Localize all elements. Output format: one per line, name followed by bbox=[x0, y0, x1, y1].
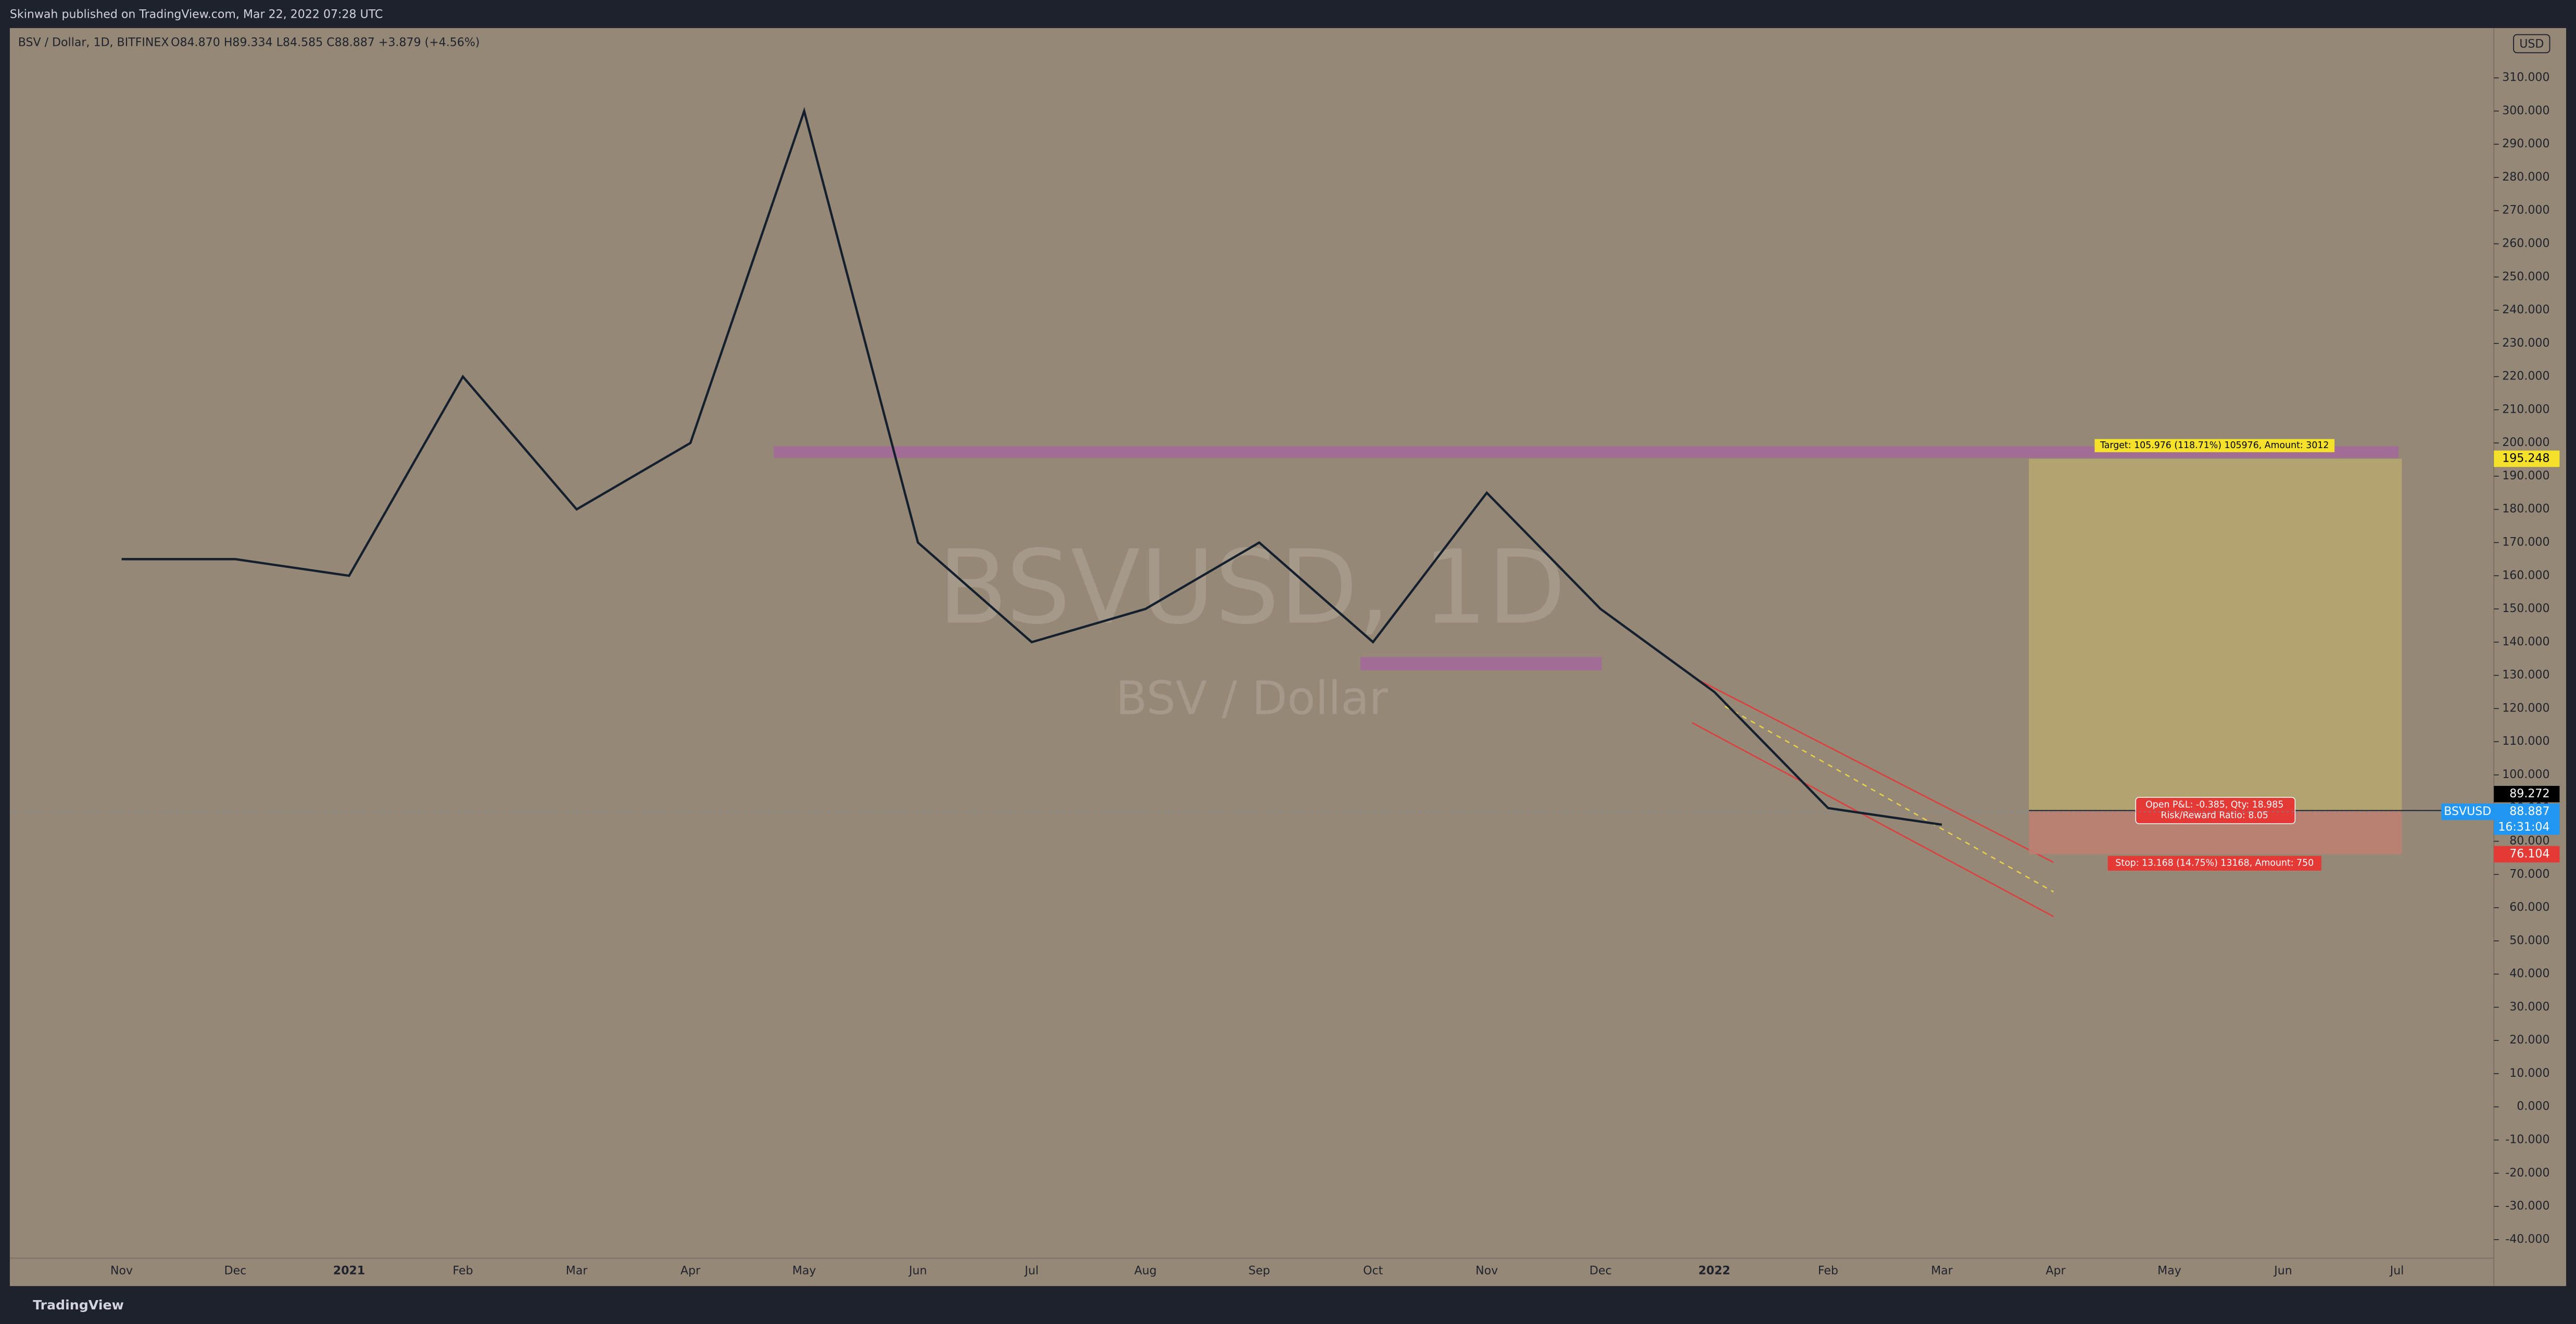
y-tick-label: 160.000 bbox=[2502, 569, 2549, 582]
x-tick-label: Jul bbox=[1024, 1265, 1039, 1278]
y-tick-label: 300.000 bbox=[2502, 104, 2549, 117]
target-zone bbox=[2029, 459, 2402, 811]
y-tick-label: 80.000 bbox=[2509, 835, 2549, 848]
currency[interactable]: USD bbox=[2519, 37, 2544, 50]
y-tick-label: 20.000 bbox=[2509, 1034, 2549, 1047]
trend-line bbox=[1724, 706, 2054, 893]
y-tick-label: 200.000 bbox=[2502, 436, 2549, 449]
symbol-box bbox=[2441, 804, 2494, 820]
y-tick-label: 110.000 bbox=[2502, 735, 2549, 748]
y-tick-label: 40.000 bbox=[2509, 967, 2549, 981]
x-tick-label: Nov bbox=[110, 1265, 133, 1278]
y-tick-label: 30.000 bbox=[2509, 1000, 2549, 1013]
publisher: Skinwah published on TradingView.com, Ma… bbox=[10, 8, 383, 21]
x-tick-label: May bbox=[792, 1265, 816, 1278]
y-tick-label: 100.000 bbox=[2502, 768, 2549, 781]
x-tick-label: May bbox=[2157, 1265, 2181, 1278]
y-tick-label: 280.000 bbox=[2502, 171, 2549, 184]
y-tick-label: -40.000 bbox=[2505, 1233, 2549, 1246]
countdown: 16:31:04 bbox=[2498, 821, 2549, 834]
y-tick-label: 220.000 bbox=[2502, 370, 2549, 383]
y-tick-label: 290.000 bbox=[2502, 137, 2549, 150]
x-tick-label: 2022 bbox=[1698, 1265, 1730, 1278]
price-box bbox=[2494, 786, 2560, 803]
y-tick-label: 0.000 bbox=[2517, 1100, 2549, 1113]
zone bbox=[1360, 657, 1602, 671]
y-tick-label: 270.000 bbox=[2502, 204, 2549, 217]
y-tick-label: 70.000 bbox=[2509, 868, 2549, 881]
x-tick-label: Jul bbox=[2389, 1265, 2404, 1278]
y-tick-label: 260.000 bbox=[2502, 237, 2549, 250]
x-tick-label: 2021 bbox=[333, 1265, 365, 1278]
label-box bbox=[2135, 797, 2296, 824]
pnl-label: Open P&L: -0.385, Qty: 18.985 bbox=[2145, 799, 2283, 810]
target-label: Target: 105.976 (118.71%) 105976, Amount… bbox=[2100, 440, 2329, 451]
y-tick-label: 310.000 bbox=[2502, 71, 2549, 84]
brand[interactable]: TradingView bbox=[33, 1297, 124, 1313]
x-tick-label: Jun bbox=[2273, 1265, 2292, 1278]
x-tick-label: Feb bbox=[453, 1265, 473, 1278]
y-tick-label: 120.000 bbox=[2502, 702, 2549, 715]
price-box bbox=[2494, 820, 2560, 835]
y-tick-label: -30.000 bbox=[2505, 1200, 2549, 1213]
zone bbox=[774, 446, 2399, 458]
x-tick-label: Dec bbox=[224, 1265, 247, 1278]
price-box-label: 89.272 bbox=[2509, 787, 2549, 800]
y-tick-label: 140.000 bbox=[2502, 635, 2549, 648]
price-line bbox=[121, 107, 1942, 826]
label-box bbox=[2094, 439, 2335, 452]
label-box bbox=[2107, 856, 2321, 871]
y-tick-label: 130.000 bbox=[2502, 669, 2549, 682]
x-tick-label: Apr bbox=[2045, 1265, 2066, 1278]
x-tick-label: Feb bbox=[1818, 1265, 1838, 1278]
stop-label: Stop: 13.168 (14.75%) 13168, Amount: 750 bbox=[2115, 858, 2314, 869]
price-box bbox=[2494, 804, 2560, 820]
x-tick-label: Apr bbox=[680, 1265, 701, 1278]
y-tick-label: 150.000 bbox=[2502, 602, 2549, 615]
x-tick-label: Nov bbox=[1475, 1265, 1498, 1278]
x-tick-label: Oct bbox=[1363, 1265, 1383, 1278]
x-tick-label: Jun bbox=[908, 1265, 927, 1278]
price-box-label: 195.248 bbox=[2502, 452, 2549, 465]
y-tick-label: -20.000 bbox=[2505, 1166, 2549, 1179]
rr-label: Risk/Reward Ratio: 8.05 bbox=[2161, 810, 2268, 821]
x-tick-label: Aug bbox=[1134, 1265, 1157, 1278]
ohlc: O84.870 H89.334 L84.585 C88.887 +3.879 (… bbox=[171, 36, 479, 49]
price-box bbox=[2494, 450, 2560, 467]
price-box-label: 88.887 bbox=[2509, 805, 2549, 818]
y-tick-label: 250.000 bbox=[2502, 270, 2549, 283]
price-box-label: 76.104 bbox=[2509, 847, 2549, 860]
x-tick-label: Mar bbox=[566, 1265, 588, 1278]
y-tick-label: 190.000 bbox=[2502, 469, 2549, 482]
channel-line bbox=[1691, 676, 2054, 863]
y-tick-label: 170.000 bbox=[2502, 536, 2549, 549]
y-tick-label: 10.000 bbox=[2509, 1067, 2549, 1080]
y-tick-label: 210.000 bbox=[2502, 403, 2549, 416]
channel-line bbox=[1691, 722, 2054, 918]
y-tick-label: -10.000 bbox=[2505, 1134, 2549, 1147]
y-tick-label: 50.000 bbox=[2509, 934, 2549, 947]
currency-box[interactable] bbox=[2513, 34, 2550, 54]
price-box bbox=[2494, 846, 2560, 863]
y-tick-label: 180.000 bbox=[2502, 503, 2549, 516]
y-tick-label: 230.000 bbox=[2502, 337, 2549, 350]
symbol-line: BSV / Dollar, 1D, BITFINEX bbox=[18, 36, 169, 49]
x-tick-label: Dec bbox=[1589, 1265, 1612, 1278]
channel bbox=[1691, 676, 2054, 918]
y-tick-label: 60.000 bbox=[2509, 901, 2549, 914]
x-tick-label: Mar bbox=[1931, 1265, 1953, 1278]
y-tick-label: 240.000 bbox=[2502, 303, 2549, 316]
symbol-label: BSVUSD bbox=[2444, 805, 2491, 818]
x-tick-label: Sep bbox=[1248, 1265, 1270, 1278]
watermark-sub: BSV / Dollar bbox=[1116, 671, 1388, 725]
